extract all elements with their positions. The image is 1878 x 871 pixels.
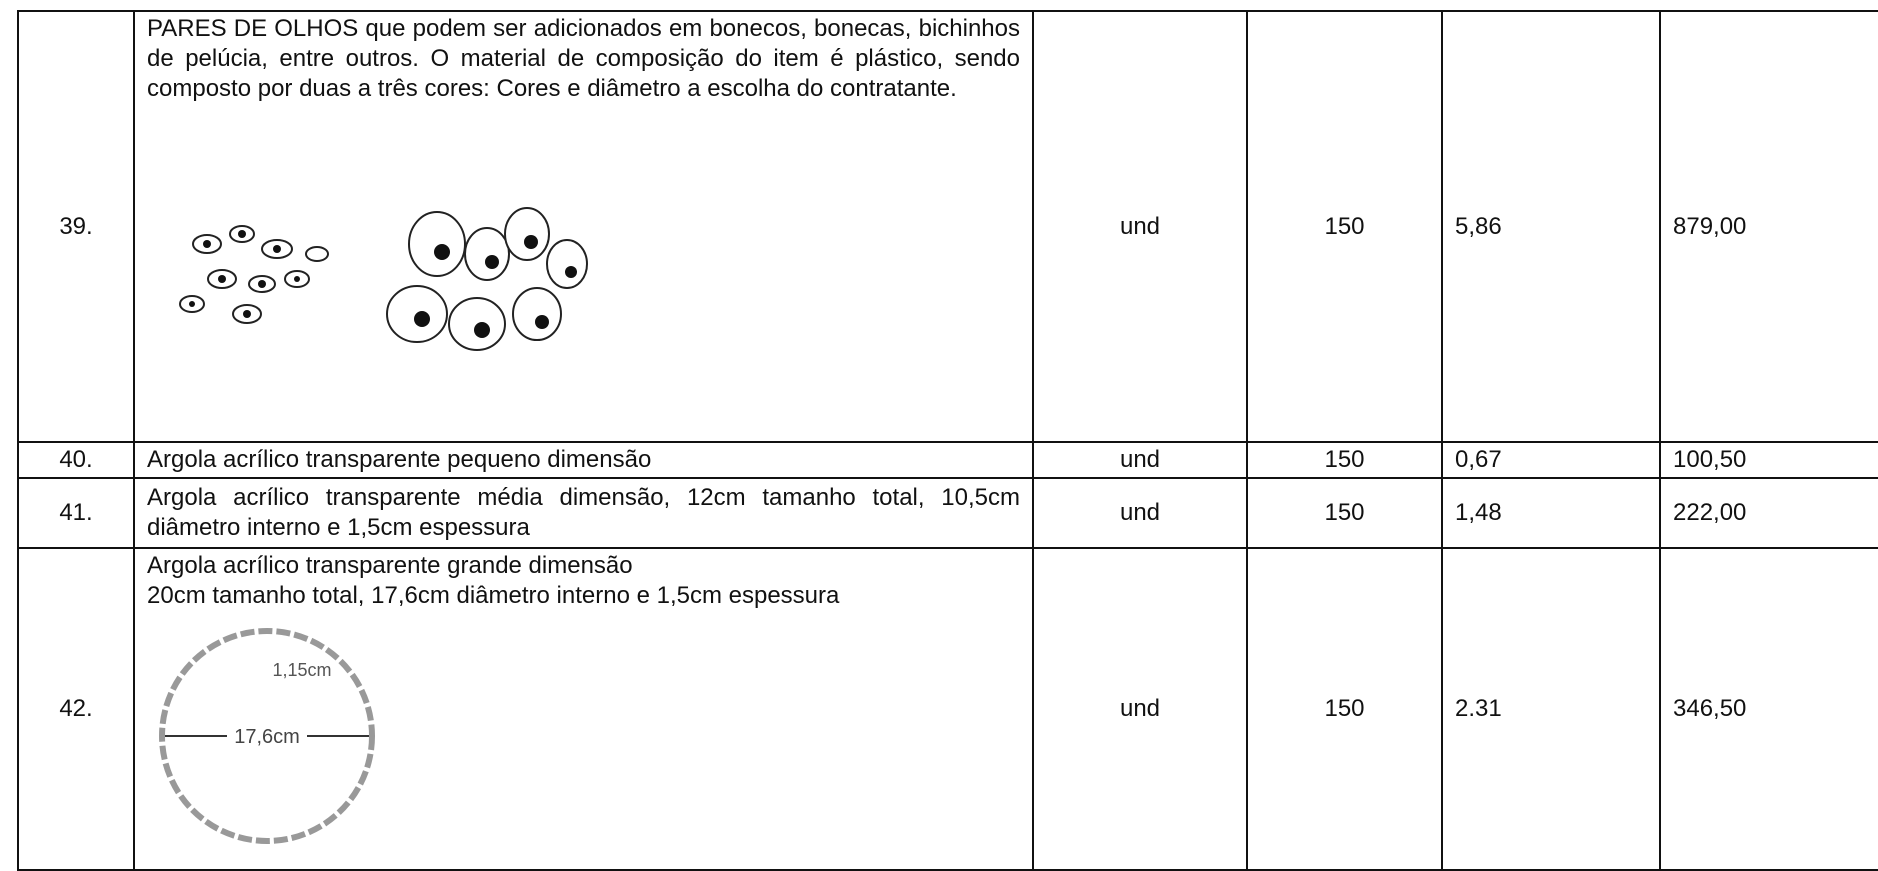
row: 40. Argola acrílico transparente pequeno… bbox=[17, 441, 1878, 479]
row: 41. Argola acrílico transparente média d… bbox=[17, 477, 1878, 549]
quantity: 150 bbox=[1246, 10, 1443, 443]
item-number: 42. bbox=[17, 547, 135, 871]
unit: und bbox=[1032, 10, 1248, 443]
eyes-image bbox=[179, 207, 588, 351]
total: 222,00 bbox=[1659, 477, 1878, 549]
description: Argola acrílico transparente média dimen… bbox=[133, 477, 1034, 549]
unit-price: 2.31 bbox=[1441, 547, 1661, 871]
ring-label: 17,6cm bbox=[234, 726, 300, 748]
unit: und bbox=[1032, 441, 1248, 479]
description-line: 20cm tamanho total, 17,6cm diâmetro inte… bbox=[147, 582, 840, 609]
unit: und bbox=[1032, 547, 1248, 871]
ring-image: 17,6cm 1,15cm bbox=[159, 628, 375, 844]
items-table: 39. PARES DE OLHOS que podem ser adicion… bbox=[17, 10, 1878, 871]
quantity: 150 bbox=[1246, 477, 1443, 549]
item-number: 39. bbox=[17, 10, 135, 443]
total: 100,50 bbox=[1659, 441, 1878, 479]
row: 42. Argola acrílico transparente grande … bbox=[17, 547, 1878, 871]
total: 346,50 bbox=[1659, 547, 1878, 871]
description: PARES DE OLHOS que podem ser adicionados… bbox=[147, 15, 1020, 102]
unit: und bbox=[1032, 477, 1248, 549]
description: Argola acrílico transparente pequeno dim… bbox=[133, 441, 1034, 479]
total: 879,00 bbox=[1659, 10, 1878, 443]
description-line: Argola acrílico transparente grande dime… bbox=[147, 552, 633, 579]
ring-label: 1,15cm bbox=[272, 660, 331, 680]
item-number: 41. bbox=[17, 477, 135, 549]
description-cell: Argola acrílico transparente grande dime… bbox=[133, 547, 1034, 871]
unit-price: 1,48 bbox=[1441, 477, 1661, 549]
item-number: 40. bbox=[17, 441, 135, 479]
unit-price: 5,86 bbox=[1441, 10, 1661, 443]
unit-price: 0,67 bbox=[1441, 441, 1661, 479]
row: 39. PARES DE OLHOS que podem ser adicion… bbox=[17, 10, 1878, 443]
quantity: 150 bbox=[1246, 441, 1443, 479]
quantity: 150 bbox=[1246, 547, 1443, 871]
description-cell: PARES DE OLHOS que podem ser adicionados… bbox=[133, 10, 1034, 443]
